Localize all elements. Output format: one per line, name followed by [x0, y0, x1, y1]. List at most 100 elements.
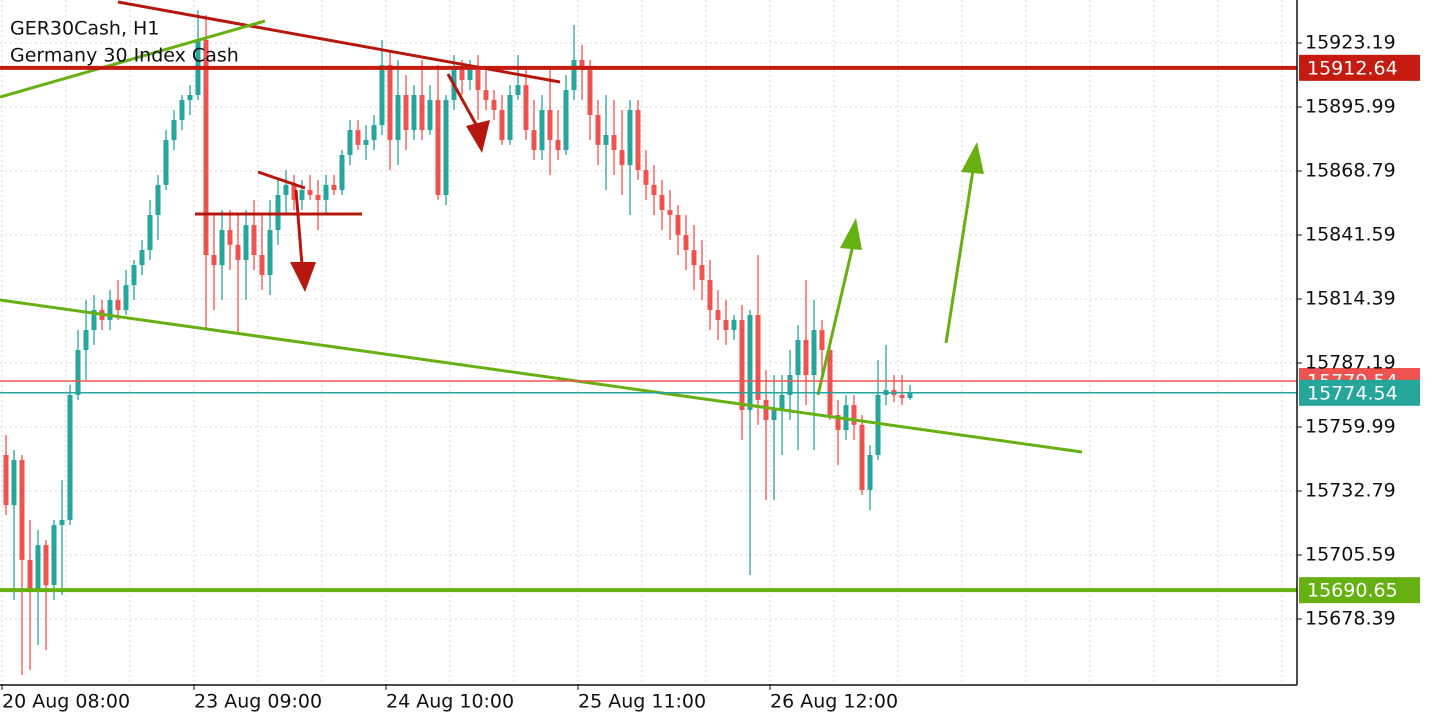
candle-body: [283, 184, 289, 195]
candle-body: [123, 285, 129, 311]
price-label: 15690.65: [1307, 580, 1398, 602]
candle-body: [635, 110, 641, 171]
price-label: 15912.64: [1307, 57, 1398, 79]
candle-body: [83, 330, 89, 351]
candle-body: [3, 454, 9, 506]
candle-body: [323, 184, 329, 200]
candle-body: [299, 190, 305, 200]
candle-body: [387, 65, 393, 140]
candle-body: [411, 94, 417, 131]
candle-body: [171, 119, 177, 140]
candle-body: [875, 394, 881, 455]
candle-body: [851, 405, 857, 425]
arrow-shaft: [816, 244, 855, 396]
candle-body: [787, 374, 793, 395]
candle-body: [643, 170, 649, 185]
candle-body: [539, 110, 545, 151]
candle-body: [667, 210, 673, 215]
candle-body: [715, 310, 721, 320]
candle-body: [763, 399, 769, 420]
candle-body: [115, 299, 121, 311]
candle-body: [723, 319, 729, 331]
candle-body: [523, 85, 529, 131]
candle-body: [315, 194, 321, 200]
candle-body: [707, 279, 713, 311]
candle-body: [467, 70, 473, 80]
candle-body: [587, 70, 593, 115]
candle-body: [771, 410, 777, 420]
candle-body: [75, 350, 81, 395]
candle-body: [603, 134, 609, 145]
candle-body: [899, 394, 905, 399]
candle-body: [435, 99, 441, 195]
candle-body: [675, 214, 681, 235]
candle-body: [835, 414, 841, 431]
candle-body: [243, 225, 249, 260]
trend-line: [117, 0, 561, 84]
candle-body: [67, 394, 73, 520]
arrow-shaft: [294, 189, 304, 266]
candle-body: [11, 459, 17, 506]
candle-body: [515, 85, 521, 95]
candle-body: [755, 314, 761, 400]
candle-body: [803, 339, 809, 375]
candle-body: [547, 110, 553, 140]
candle-body: [211, 254, 217, 266]
candle-body: [779, 394, 785, 411]
arrow-head: [961, 142, 984, 174]
drawings: [0, 0, 1083, 454]
arrow-head: [290, 262, 316, 292]
y-tick-label: 15678.39: [1305, 608, 1396, 630]
y-tick-label: 15923.19: [1305, 32, 1396, 54]
candle-body: [491, 99, 497, 111]
candle-layer: [3, 10, 913, 675]
arrow-head: [840, 218, 862, 250]
y-tick-label: 15732.79: [1305, 480, 1396, 502]
candle-body: [579, 59, 585, 71]
candle-body: [291, 184, 297, 200]
grid-layer: [0, 0, 1297, 684]
arrow-head: [466, 120, 490, 153]
candle-body: [59, 519, 65, 526]
candle-body: [19, 459, 25, 560]
candle-body: [683, 234, 689, 251]
candle-body: [651, 184, 657, 195]
chart-title: GER30Cash, H1: [10, 18, 159, 40]
candle-body: [427, 99, 433, 131]
price-label-bg: [1299, 577, 1420, 604]
candle-body: [907, 392, 913, 399]
candle-body: [27, 559, 33, 591]
x-tick-label: 20 Aug 08:00: [2, 691, 130, 713]
candle-body: [619, 150, 625, 166]
candle-body: [35, 545, 41, 591]
arrow-shaft: [944, 169, 975, 344]
candle-body: [499, 110, 505, 140]
candle-body: [627, 110, 633, 166]
candle-body: [747, 314, 753, 411]
candle-body: [91, 310, 97, 331]
candle-body: [51, 525, 57, 586]
candle-body: [595, 114, 601, 145]
candle-body: [131, 265, 137, 286]
candle-body: [331, 184, 337, 191]
candle-body: [163, 139, 169, 185]
candle-body: [379, 65, 385, 126]
candle-body: [235, 244, 241, 260]
candle-body: [403, 94, 409, 131]
candle-body: [179, 99, 185, 120]
candle-body: [347, 130, 353, 155]
candle-body: [827, 350, 833, 415]
trend-line: [0, 298, 1083, 454]
candle-body: [867, 454, 873, 491]
candle-body: [811, 330, 817, 375]
x-tick-label: 23 Aug 09:00: [194, 691, 322, 713]
candle-body: [43, 545, 49, 586]
candle-body: [307, 190, 313, 195]
y-tick-label: 15705.59: [1305, 544, 1396, 566]
candle-body: [731, 319, 737, 331]
chart-subtitle: Germany 30 Index Cash: [10, 45, 239, 67]
candle-body: [555, 139, 561, 151]
x-tick-label: 25 Aug 11:00: [578, 691, 706, 713]
